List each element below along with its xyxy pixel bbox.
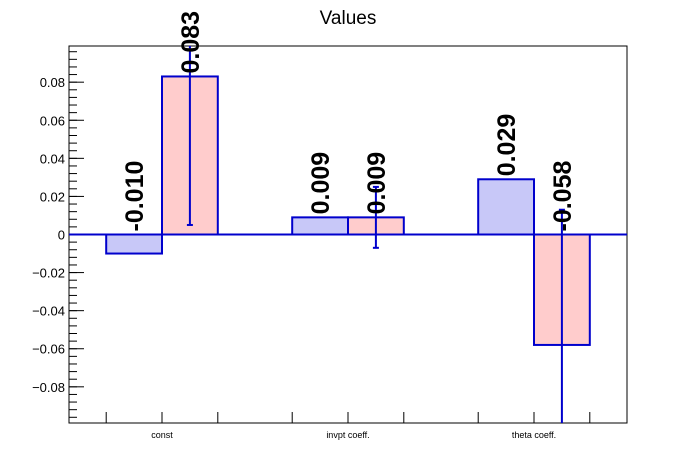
x-tick-label: const	[151, 430, 173, 440]
y-tick-label: −0.06	[32, 342, 65, 357]
y-tick-label: −0.04	[32, 304, 65, 319]
bar	[477, 178, 536, 236]
y-tick-label: 0.08	[40, 75, 65, 90]
chart-title: Values	[320, 8, 377, 29]
y-tick-label: 0.02	[40, 189, 65, 204]
bar	[291, 216, 350, 236]
y-tick-label: 0.06	[40, 113, 65, 128]
data-label: -0.010	[121, 161, 149, 232]
x-tick-label: theta coeff.	[512, 430, 556, 440]
data-label: 0.009	[363, 152, 391, 215]
bar	[105, 233, 163, 255]
data-label: 0.009	[307, 152, 335, 215]
y-tick-label: −0.02	[32, 266, 65, 281]
data-label: 0.029	[493, 114, 521, 177]
x-tick-label: invpt coeff.	[326, 430, 369, 440]
data-label: -0.058	[549, 161, 577, 232]
labels: -0.010 0.009 0.029 0.083 0.009 -0.058	[121, 11, 577, 232]
y-tick-label: 0	[58, 228, 65, 243]
y-tick-label: 0.04	[40, 151, 65, 166]
data-label: 0.083	[177, 11, 205, 74]
bars	[69, 46, 627, 423]
y-tick-label: −0.08	[32, 380, 65, 395]
